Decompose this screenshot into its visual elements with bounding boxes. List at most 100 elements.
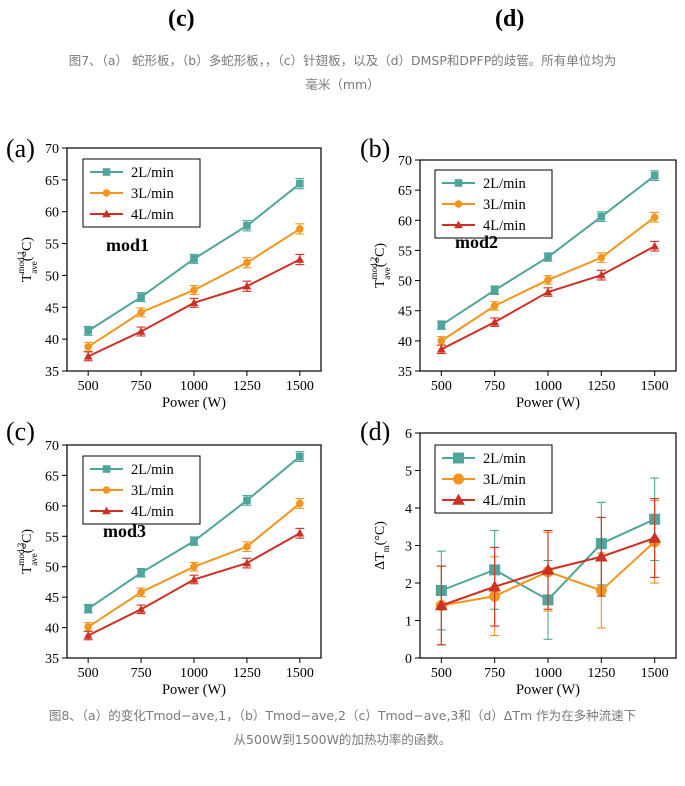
y-axis-label-sub: ave bbox=[29, 261, 39, 274]
y-axis-label: Tmod,1 ave(°C) bbox=[16, 237, 39, 282]
circle-marker bbox=[243, 542, 251, 551]
circle-marker bbox=[296, 499, 304, 508]
triangle-marker bbox=[541, 563, 555, 575]
square-marker bbox=[453, 452, 464, 464]
module-annotation: mod3 bbox=[103, 521, 146, 541]
triangle-marker bbox=[83, 631, 93, 639]
legend: 2L/min 3L/min 4L/min bbox=[82, 158, 201, 228]
y-tick-label: 60 bbox=[45, 500, 59, 515]
x-tick-label: 750 bbox=[131, 379, 152, 394]
legend-label: 4L/min bbox=[131, 207, 174, 223]
legend-label: 4L/min bbox=[483, 493, 526, 509]
y-tick-label: 65 bbox=[398, 184, 412, 199]
chart-panel-2: 35 40 45 50 55 60 65 70 500 750 1000 1250 1500 Power … bbox=[360, 134, 677, 411]
y-tick-label: 1 bbox=[405, 615, 412, 630]
legend-label: 2L/min bbox=[483, 176, 526, 192]
y-tick-label: 65 bbox=[45, 469, 59, 484]
legend: 2L/min 3L/min 4L/min bbox=[434, 169, 553, 239]
x-tick-label: 1250 bbox=[587, 666, 615, 681]
circle-marker bbox=[102, 486, 111, 494]
circle-marker bbox=[84, 623, 92, 631]
y-tick-label: 55 bbox=[45, 238, 59, 253]
circle-marker bbox=[650, 213, 659, 222]
triangle-marker bbox=[543, 287, 553, 296]
square-marker bbox=[597, 212, 606, 221]
legend-label: 3L/min bbox=[483, 472, 526, 488]
square-marker bbox=[296, 179, 304, 188]
triangle-marker bbox=[242, 558, 252, 567]
circle-marker bbox=[84, 342, 92, 351]
triangle-marker bbox=[295, 528, 305, 537]
chart-panel-3: 35 40 45 50 55 60 65 70 500 750 1000 1250 1500 Power … bbox=[6, 417, 322, 698]
circle-marker bbox=[454, 200, 463, 208]
triangle-marker bbox=[189, 298, 199, 307]
chart-panel-1: 35 40 45 50 55 60 65 70 500 750 1000 1250 1500 Power … bbox=[6, 134, 322, 411]
y-tick-label: 45 bbox=[45, 591, 59, 606]
square-marker bbox=[84, 604, 92, 613]
x-axis-label: Power (W) bbox=[162, 395, 226, 411]
square-marker bbox=[544, 253, 552, 261]
y-tick-label: 60 bbox=[45, 206, 59, 221]
y-axis-label-main: T bbox=[373, 279, 388, 288]
y-tick-label: 60 bbox=[398, 214, 412, 229]
triangle-marker bbox=[595, 550, 608, 562]
circle-marker bbox=[453, 473, 464, 485]
x-tick-label: 1000 bbox=[180, 666, 208, 681]
panel-label: (c) bbox=[6, 417, 35, 446]
square-marker bbox=[650, 171, 659, 180]
circle-marker bbox=[437, 337, 446, 345]
x-axis-label: Power (W) bbox=[162, 682, 226, 698]
x-tick-label: 1500 bbox=[641, 666, 669, 681]
y-tick-label: 4 bbox=[405, 502, 412, 517]
y-axis-label-unit: (°C) bbox=[20, 529, 35, 554]
series-2L-min bbox=[436, 170, 660, 330]
y-tick-label: 50 bbox=[45, 269, 59, 284]
circle-marker bbox=[190, 562, 198, 571]
x-axis-label: Power (W) bbox=[516, 682, 580, 698]
triangle-marker bbox=[650, 241, 660, 250]
y-tick-label: 55 bbox=[398, 244, 412, 259]
chart-panel-4: 0 1 2 3 4 5 6 500 750 1000 1250 1500 Power (W) ΔTm(°C… bbox=[360, 417, 677, 698]
series-4L-min bbox=[83, 253, 305, 362]
legend-label: 2L/min bbox=[131, 165, 174, 181]
x-tick-label: 750 bbox=[484, 666, 505, 681]
y-tick-label: 50 bbox=[45, 561, 59, 576]
x-tick-label: 1250 bbox=[233, 666, 261, 681]
square-marker bbox=[243, 496, 251, 505]
y-tick-label: 6 bbox=[405, 427, 412, 442]
y-tick-label: 35 bbox=[398, 365, 412, 380]
legend: 2L/min 3L/min 4L/min bbox=[82, 455, 201, 525]
triangle-marker bbox=[136, 327, 146, 335]
figure8-caption-line2: 从500W到1500W的加热功率的函数。 bbox=[233, 732, 452, 747]
series-2L-min bbox=[83, 451, 305, 614]
x-tick-label: 1500 bbox=[286, 666, 314, 681]
square-marker bbox=[190, 255, 198, 263]
y-axis-label-unit: (°C) bbox=[20, 237, 35, 262]
legend: 2L/min 3L/min 4L/min bbox=[434, 444, 553, 514]
y-tick-label: 65 bbox=[45, 174, 59, 189]
y-tick-label: 2 bbox=[405, 577, 412, 592]
triangle-marker bbox=[490, 317, 500, 326]
series-3L-min bbox=[436, 211, 660, 346]
y-tick-label: 0 bbox=[405, 652, 412, 667]
circle-marker bbox=[544, 276, 552, 284]
triangle-marker bbox=[83, 351, 93, 360]
legend-label: 3L/min bbox=[131, 186, 174, 202]
figure7-caption: 图7、（a） 蛇形板，（b）多蛇形板，，（c）针翅板，以及（d）DMSP和DPF… bbox=[0, 49, 685, 97]
figure7-caption-line1: 图7、（a） 蛇形板，（b）多蛇形板，，（c）针翅板，以及（d）DMSP和DPF… bbox=[68, 53, 617, 68]
triangle-marker bbox=[295, 255, 305, 263]
triangle-marker bbox=[189, 575, 199, 583]
module-annotation: mod2 bbox=[455, 232, 498, 252]
y-axis-label: Tmod,3 ave(°C) bbox=[16, 529, 39, 574]
legend-label: 4L/min bbox=[131, 504, 174, 520]
y-tick-label: 5 bbox=[405, 465, 412, 480]
y-tick-label: 50 bbox=[398, 275, 412, 290]
y-axis-label-main: ΔT bbox=[373, 552, 388, 570]
square-marker bbox=[490, 286, 499, 295]
x-tick-label: 1500 bbox=[286, 379, 314, 394]
triangle-marker bbox=[136, 604, 146, 613]
series-3L-min bbox=[83, 498, 305, 632]
y-axis-label: ΔTm(°C) bbox=[373, 521, 391, 570]
y-axis-label-sup: mod,1 bbox=[16, 251, 26, 274]
